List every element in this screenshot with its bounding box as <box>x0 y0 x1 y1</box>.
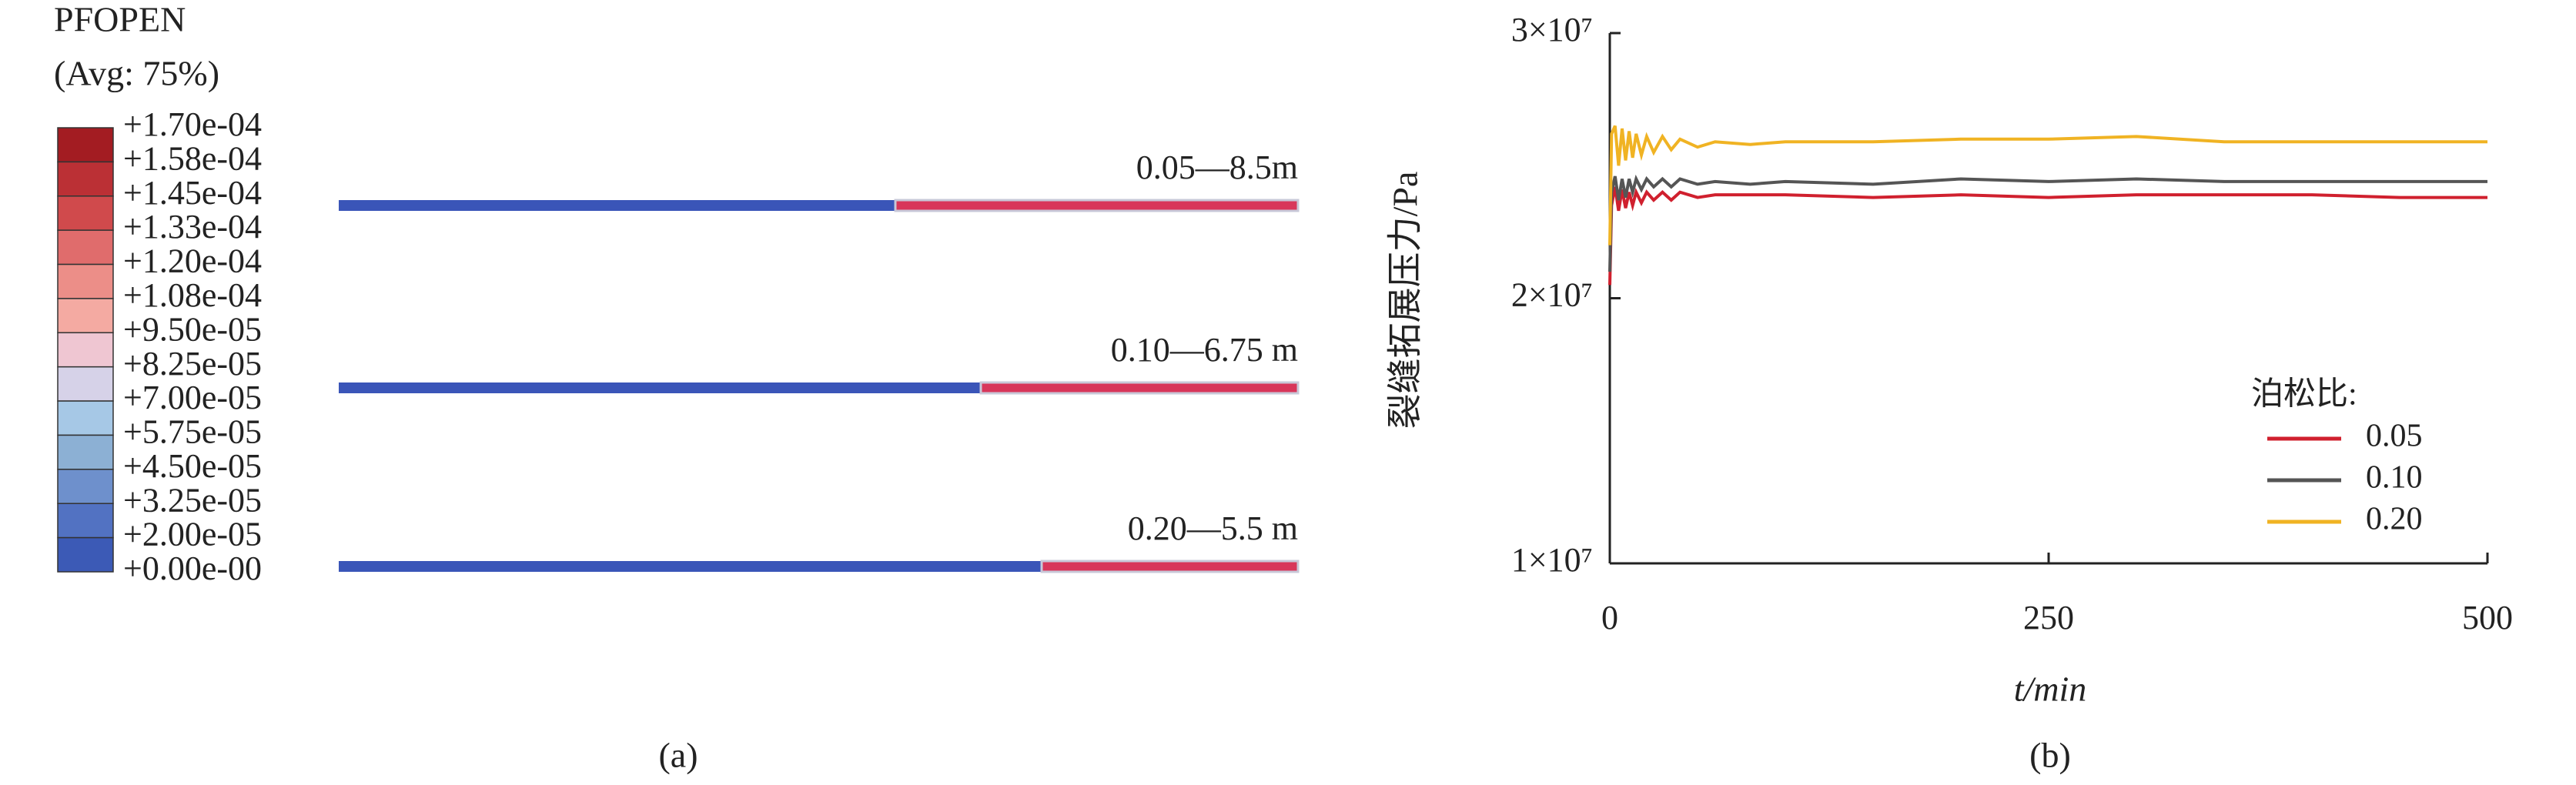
fracture-open <box>339 561 1042 572</box>
fracture-closed <box>1040 560 1300 573</box>
colorbar-cell <box>57 161 114 197</box>
colorbar-label: +0.00e-00 <box>123 550 262 587</box>
colorbar-label: +1.70e-04 <box>123 105 262 143</box>
colorbar-cell <box>57 263 114 299</box>
x-axis-label: t/min <box>2014 670 2087 709</box>
legend-title: 泊松比: <box>2251 377 2357 413</box>
colorbar-cell <box>57 332 114 368</box>
legend-label: 0.05 <box>2366 419 2423 454</box>
colorbar-label: +5.75e-05 <box>123 413 262 451</box>
colorbar-label: +2.00e-05 <box>123 516 262 553</box>
colorbar-label: +1.45e-04 <box>123 174 262 212</box>
colorbar-cell <box>57 366 114 402</box>
caption: (b) <box>2029 736 2071 775</box>
contour-subtitle: (Avg: 75%) <box>54 54 219 93</box>
colorbar-cell <box>57 503 114 539</box>
colorbar-label: +1.20e-04 <box>123 242 262 280</box>
fracture-open <box>339 200 895 211</box>
contour-title: PFOPEN <box>54 0 186 39</box>
x-tick-label: 0 <box>1601 599 1618 636</box>
colorbar-cell <box>57 434 114 470</box>
colorbar-cell <box>57 229 114 266</box>
fracture-closed <box>979 381 1300 395</box>
colorbar-label: +1.58e-04 <box>123 139 262 177</box>
legend-label: 0.20 <box>2366 502 2423 537</box>
colorbar-cell <box>57 298 114 334</box>
series-line <box>1608 174 2487 272</box>
fracture-closed <box>894 199 1300 212</box>
colorbar-label: +3.25e-05 <box>123 481 262 519</box>
colorbar-cell <box>57 195 114 231</box>
x-tick-label: 500 <box>2462 599 2513 636</box>
legend-label: 0.10 <box>2366 460 2423 496</box>
colorbar-cell <box>57 536 114 573</box>
fracture-label: 0.10—6.75 m <box>1111 331 1298 369</box>
colorbar-label: +7.00e-05 <box>123 379 262 416</box>
y-tick-label: 2×10⁷ <box>1511 276 1593 314</box>
fracture-open <box>339 382 981 393</box>
caption: (a) <box>658 736 698 775</box>
series-line <box>1608 125 2487 246</box>
colorbar-cell <box>57 469 114 504</box>
y-tick-label: 3×10⁷ <box>1511 11 1593 48</box>
colorbar-label: +1.33e-04 <box>123 208 262 246</box>
colorbar-label: +9.50e-05 <box>123 310 262 348</box>
colorbar-cell <box>57 127 114 163</box>
x-tick-label: 250 <box>2023 599 2074 636</box>
fracture-label: 0.20—5.5 m <box>1128 509 1298 547</box>
colorbar-label: +4.50e-05 <box>123 447 262 485</box>
series-line <box>1608 186 2487 286</box>
y-axis-label: 裂缝拓展压力/Pa <box>1386 172 1425 429</box>
colorbar-label: +1.08e-04 <box>123 276 262 314</box>
y-tick-label: 1×10⁷ <box>1511 541 1593 579</box>
colorbar-label: +8.25e-05 <box>123 345 262 382</box>
fracture-label: 0.05—8.5m <box>1136 149 1298 186</box>
colorbar-cell <box>57 400 114 436</box>
